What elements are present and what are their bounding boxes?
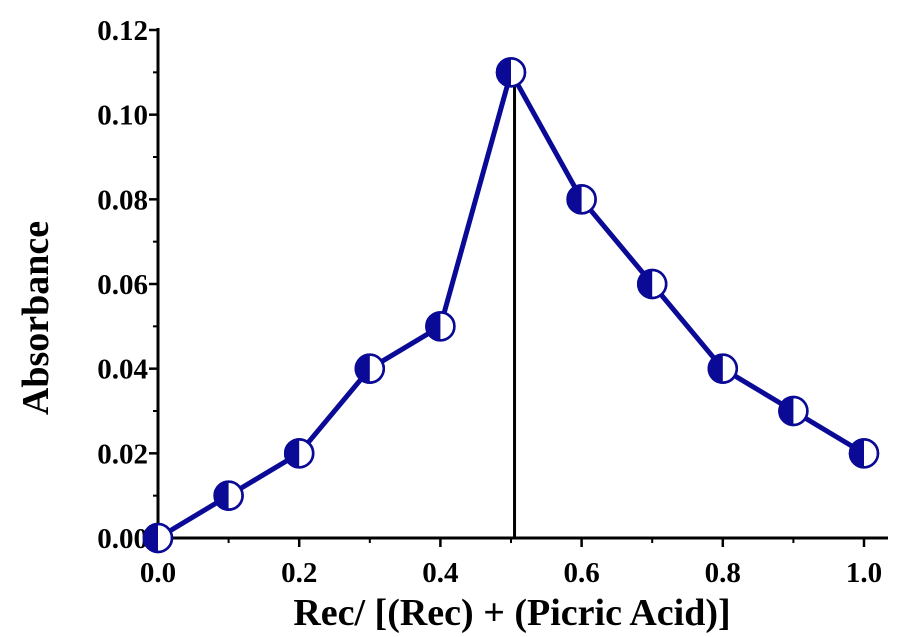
series-line xyxy=(158,72,864,538)
data-point-fill xyxy=(497,58,511,86)
series xyxy=(158,72,864,538)
x-tick-label: 0.2 xyxy=(281,557,317,589)
data-point xyxy=(356,355,384,383)
y-tick-label: 0.04 xyxy=(97,354,148,386)
axes xyxy=(157,28,888,539)
data-point xyxy=(850,439,878,467)
data-point xyxy=(215,482,243,510)
y-tick-label: 0.10 xyxy=(97,100,148,132)
data-point xyxy=(779,397,807,425)
data-point xyxy=(497,58,525,86)
y-axis-title: Absorbance xyxy=(15,221,57,415)
y-tick-label: 0.00 xyxy=(97,523,148,555)
data-point-fill xyxy=(709,355,723,383)
data-point xyxy=(709,355,737,383)
y-tick-label: 0.06 xyxy=(97,269,148,301)
x-axis-title: Rec/ [(Rec) + (Picric Acid)] xyxy=(293,592,730,634)
x-tick-label: 0.0 xyxy=(140,557,176,589)
data-point-fill xyxy=(568,185,582,213)
y-tick-label: 0.02 xyxy=(97,438,148,470)
y-tick-label: 0.08 xyxy=(97,184,148,216)
data-point xyxy=(426,312,454,340)
data-point-fill xyxy=(638,270,652,298)
data-point xyxy=(285,439,313,467)
x-tick-label: 1.0 xyxy=(846,557,882,589)
data-point-fill xyxy=(356,355,370,383)
y-tick-label: 0.12 xyxy=(97,15,148,47)
data-point xyxy=(568,185,596,213)
data-point xyxy=(144,524,172,552)
x-tick-label: 0.4 xyxy=(422,557,458,589)
ticks xyxy=(149,30,864,547)
x-tick-label: 0.6 xyxy=(563,557,599,589)
x-tick-label: 0.8 xyxy=(705,557,741,589)
data-point xyxy=(638,270,666,298)
